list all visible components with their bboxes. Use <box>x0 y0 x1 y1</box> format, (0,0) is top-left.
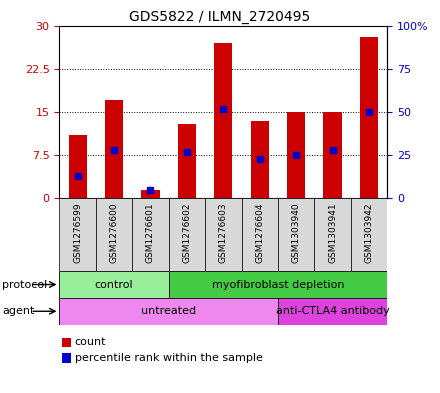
Bar <box>169 198 205 271</box>
Text: GSM1276602: GSM1276602 <box>182 202 191 263</box>
Text: GSM1276601: GSM1276601 <box>146 202 155 263</box>
Text: GSM1276600: GSM1276600 <box>110 202 118 263</box>
Bar <box>96 198 132 271</box>
Bar <box>132 198 169 271</box>
Text: myofibroblast depletion: myofibroblast depletion <box>212 279 344 290</box>
Text: GSM1276604: GSM1276604 <box>255 202 264 263</box>
Text: protocol: protocol <box>2 279 48 290</box>
Text: agent: agent <box>2 306 35 316</box>
Bar <box>278 298 387 325</box>
Bar <box>314 198 351 271</box>
Text: GSM1303942: GSM1303942 <box>364 202 374 263</box>
Bar <box>105 101 123 198</box>
Bar <box>323 112 342 198</box>
Bar <box>59 271 169 298</box>
Text: untreated: untreated <box>141 306 196 316</box>
Bar <box>242 198 278 271</box>
Bar <box>141 190 160 198</box>
Text: GSM1276603: GSM1276603 <box>219 202 228 263</box>
Text: GSM1303941: GSM1303941 <box>328 202 337 263</box>
Text: control: control <box>95 279 133 290</box>
Bar <box>178 123 196 198</box>
Bar <box>59 198 96 271</box>
Bar <box>59 298 278 325</box>
Text: GSM1303940: GSM1303940 <box>292 202 301 263</box>
Bar <box>278 198 314 271</box>
Bar <box>69 135 87 198</box>
Bar <box>205 198 242 271</box>
Bar <box>169 271 387 298</box>
Text: count: count <box>75 337 106 347</box>
Bar <box>287 112 305 198</box>
Text: percentile rank within the sample: percentile rank within the sample <box>75 353 263 363</box>
Bar <box>351 198 387 271</box>
Text: anti-CTLA4 antibody: anti-CTLA4 antibody <box>276 306 389 316</box>
Bar <box>214 43 232 198</box>
Bar <box>360 37 378 198</box>
Bar <box>251 121 269 198</box>
Text: GDS5822 / ILMN_2720495: GDS5822 / ILMN_2720495 <box>129 10 311 24</box>
Text: GSM1276599: GSM1276599 <box>73 202 82 263</box>
